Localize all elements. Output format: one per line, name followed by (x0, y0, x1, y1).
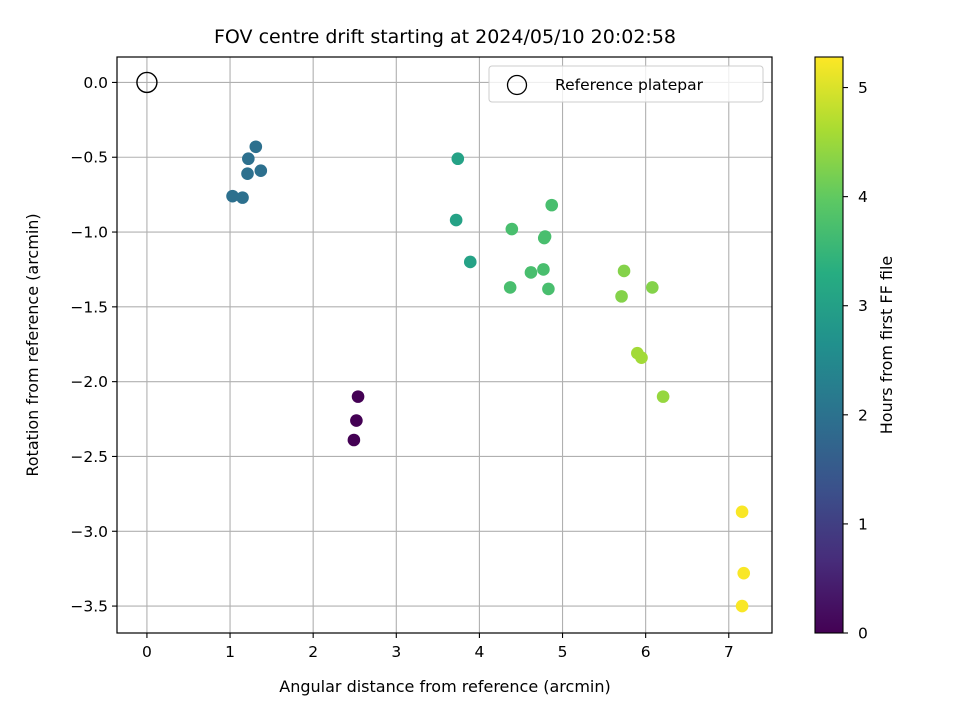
colorbar-tick-label: 2 (858, 406, 868, 424)
data-point (545, 198, 559, 212)
data-point (635, 351, 648, 365)
colorbar-ticks: 0 1 2 3 4 5 (843, 79, 868, 643)
data-point (463, 255, 477, 269)
y-tick-label: −1.0 (70, 224, 108, 242)
legend: Reference platepar (488, 65, 764, 103)
y-tick-label: −2.5 (70, 448, 108, 466)
plot-grid (117, 57, 772, 633)
data-point (537, 263, 550, 276)
data-point (503, 281, 517, 294)
x-tick-label: 0 (142, 643, 152, 661)
x-tick-label: 6 (641, 643, 651, 661)
colorbar-tick-label: 1 (858, 515, 868, 533)
y-tick-label: −3.0 (70, 523, 108, 541)
data-point (542, 282, 555, 296)
x-tick-label: 7 (724, 643, 734, 661)
data-point (350, 414, 363, 427)
x-tick-label: 4 (474, 643, 484, 661)
plot-frame (116, 56, 773, 634)
data-point (615, 290, 628, 303)
data-point (646, 281, 659, 294)
data-point (254, 164, 268, 178)
data-point (249, 140, 263, 154)
legend-marker-reference (506, 74, 528, 96)
colorbar: 0 1 2 3 4 5 Hours from first FF file (814, 56, 896, 643)
y-tick-label: 0.0 (83, 74, 108, 92)
data-point (537, 231, 551, 245)
x-tick-label: 2 (308, 643, 318, 661)
data-point (735, 505, 749, 519)
data-point (351, 390, 365, 403)
x-tick-label: 1 (225, 643, 235, 661)
colorbar-label: Hours from first FF file (877, 256, 896, 435)
reference-platepar-marker (136, 71, 158, 94)
y-tick-label: −2.0 (70, 373, 108, 391)
reference-layer (136, 71, 158, 94)
data-point (226, 189, 239, 203)
data-point (449, 213, 463, 227)
x-tick-label: 3 (391, 643, 401, 661)
y-axis-ticks: 0.0 −0.5 −1.0 −1.5 −2.0 −2.5 −3.0 −3.5 (70, 74, 117, 616)
data-point (242, 152, 255, 166)
data-point (451, 152, 465, 166)
data-point (737, 566, 751, 580)
colorbar-tick-label: 5 (858, 79, 868, 97)
data-point (617, 264, 631, 278)
x-axis-ticks: 0 1 2 3 4 5 6 7 (142, 633, 734, 661)
colorbar-tick-label: 3 (858, 297, 868, 315)
data-point (735, 599, 749, 613)
colorbar-gradient (815, 57, 843, 633)
colorbar-tick-label: 0 (858, 625, 868, 643)
colorbar-frame (814, 56, 844, 634)
colorbar-tick-label: 4 (858, 188, 868, 206)
data-points (226, 140, 751, 613)
y-tick-label: −1.5 (70, 298, 108, 316)
legend-label-reference: Reference platepar (555, 76, 704, 94)
chart-title: FOV centre drift starting at 2024/05/10 … (214, 26, 676, 48)
data-point (505, 222, 519, 236)
legend-box (488, 65, 764, 103)
x-axis-label: Angular distance from reference (arcmin) (279, 677, 610, 696)
y-tick-label: −3.5 (70, 598, 108, 616)
data-point (236, 191, 249, 204)
data-point (241, 167, 254, 180)
x-tick-label: 5 (558, 643, 568, 661)
data-point (524, 266, 538, 279)
y-axis-label: Rotation from reference (arcmin) (23, 213, 42, 476)
data-point (656, 390, 670, 403)
y-tick-label: −0.5 (70, 149, 108, 167)
data-point (347, 433, 361, 447)
